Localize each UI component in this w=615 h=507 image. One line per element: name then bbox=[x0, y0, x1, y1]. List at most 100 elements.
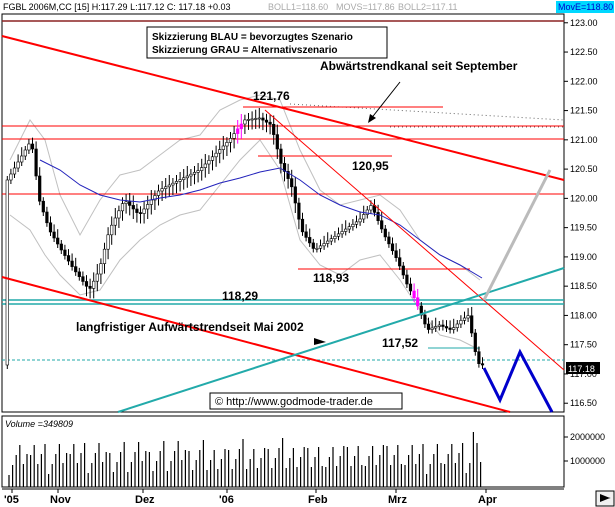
thin-red-trendline bbox=[264, 109, 565, 371]
candle-body bbox=[344, 228, 348, 232]
candle-body bbox=[304, 231, 308, 238]
level-label: 118,29 bbox=[222, 289, 258, 303]
y-tick-label: 122.50 bbox=[570, 47, 598, 57]
y-tick-label: 119.50 bbox=[570, 223, 597, 233]
candle-body bbox=[351, 223, 355, 227]
candle-body bbox=[369, 205, 373, 211]
candle-body bbox=[120, 203, 125, 212]
level-label: 118,93 bbox=[313, 271, 349, 285]
y-tick-label: 122.00 bbox=[570, 76, 598, 86]
candle-body bbox=[311, 242, 315, 249]
y-tick-label: 118.00 bbox=[570, 310, 597, 320]
candle-body bbox=[322, 243, 326, 247]
channel-arrowhead bbox=[368, 114, 376, 123]
volume-axis-ticks: 2000000 1000000 bbox=[564, 432, 605, 466]
candle-body bbox=[16, 161, 20, 169]
candle-body bbox=[74, 266, 78, 273]
candle-body bbox=[182, 177, 186, 180]
y-tick-label: 119.00 bbox=[570, 252, 597, 262]
price-badge bbox=[566, 362, 600, 374]
candle-body bbox=[138, 212, 143, 214]
candle-body bbox=[23, 149, 27, 157]
candle-body bbox=[275, 134, 279, 150]
candle-body bbox=[426, 323, 431, 330]
x-tick-label: Nov bbox=[50, 494, 72, 506]
candle-body bbox=[124, 201, 128, 204]
candle-body bbox=[412, 290, 416, 299]
candle-body bbox=[34, 148, 38, 177]
candle-body bbox=[9, 173, 13, 181]
candlesticks bbox=[5, 108, 485, 369]
candle-body bbox=[27, 143, 31, 151]
candle-body bbox=[380, 220, 384, 230]
copyright-text: © http://www.godmode-trader.de bbox=[215, 396, 373, 408]
legend-line-gray: Skizzierung GRAU = Alternativszenario bbox=[152, 45, 338, 56]
candle-body bbox=[5, 179, 9, 366]
y-tick-label: 120.50 bbox=[570, 164, 598, 174]
candle-body bbox=[99, 263, 103, 275]
x-tick-label: Apr bbox=[478, 494, 498, 506]
grid-layer bbox=[2, 20, 565, 128]
candle-body bbox=[160, 188, 164, 192]
candle-body bbox=[473, 332, 477, 352]
candle-body bbox=[225, 142, 229, 147]
candle-body bbox=[326, 240, 330, 244]
candle-body bbox=[30, 143, 35, 150]
candle-body bbox=[113, 217, 117, 226]
candle-body bbox=[236, 128, 240, 134]
candle-body bbox=[444, 326, 449, 329]
y-tick-label: 121.50 bbox=[570, 106, 598, 116]
x-axis-ticks: '05 Nov Dez '06 Feb Mrz Apr bbox=[4, 489, 498, 506]
candle-body bbox=[286, 171, 290, 179]
candle-body bbox=[290, 178, 294, 188]
header-boll2: BOLL2=117.11 bbox=[398, 2, 457, 12]
candle-body bbox=[214, 152, 218, 158]
candle-body bbox=[394, 250, 398, 258]
candle-body bbox=[210, 156, 215, 161]
volume-bars bbox=[8, 432, 482, 487]
candle-body bbox=[45, 211, 49, 224]
uptrend-label: langfristiger Aufwärtstrendseit Mai 2002 bbox=[76, 320, 304, 334]
candle-body bbox=[131, 205, 135, 210]
candle-body bbox=[408, 283, 413, 292]
candle-body bbox=[308, 237, 312, 244]
candle-body bbox=[358, 218, 362, 223]
candle-body bbox=[84, 281, 89, 287]
header-info: FGBL 2006M,CC [15] H:117.29 L:117.12 C: … bbox=[3, 2, 231, 12]
candle-body bbox=[362, 214, 366, 220]
candle-body bbox=[63, 249, 67, 256]
candle-body bbox=[81, 276, 85, 282]
candle-body bbox=[218, 149, 222, 154]
move-badge bbox=[556, 1, 614, 13]
candle-body bbox=[459, 320, 463, 325]
candle-body bbox=[448, 327, 452, 330]
candle-body bbox=[146, 204, 150, 210]
candle-body bbox=[318, 245, 323, 249]
candle-body bbox=[48, 222, 53, 233]
candle-body bbox=[376, 212, 380, 221]
candle-body bbox=[416, 297, 420, 307]
candle-body bbox=[405, 274, 409, 285]
candle-body bbox=[59, 243, 63, 251]
candle-body bbox=[20, 155, 24, 163]
candle-body bbox=[192, 172, 197, 175]
candle-body bbox=[466, 315, 470, 319]
y-tick-label: 116.50 bbox=[570, 398, 597, 408]
y-tick-label: 120.00 bbox=[570, 193, 598, 203]
moving-average bbox=[39, 159, 483, 279]
y-tick-label: 118.50 bbox=[570, 281, 597, 291]
candle-body bbox=[102, 248, 107, 264]
preferred-scenario-blue bbox=[482, 348, 554, 413]
uptrend-arrowhead bbox=[314, 338, 326, 345]
candle-body bbox=[455, 323, 459, 328]
candle-body bbox=[390, 243, 395, 252]
candle-body bbox=[315, 247, 319, 250]
candle-body bbox=[264, 119, 269, 123]
legend-line-blue: Skizzierung BLAU = bevorzugtes Szenario bbox=[152, 32, 353, 43]
candle-body bbox=[300, 218, 305, 233]
copyright-box bbox=[209, 392, 403, 410]
candle-body bbox=[297, 202, 301, 220]
bollinger-lower bbox=[9, 139, 481, 351]
candle-body bbox=[156, 190, 161, 196]
